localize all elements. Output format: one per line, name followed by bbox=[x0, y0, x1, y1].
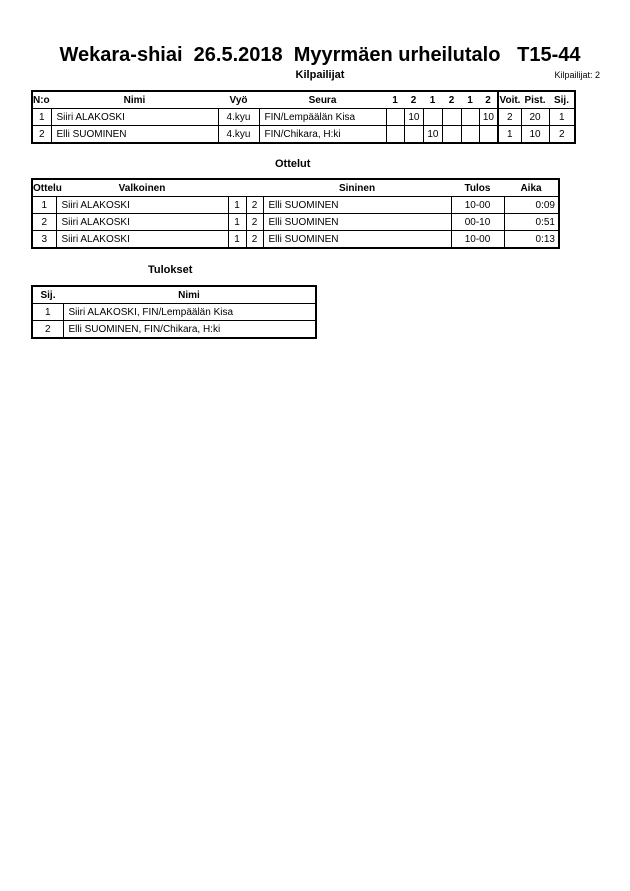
cell bbox=[478, 125, 499, 144]
table-row: 2 Siiri ALAKOSKI 1 2 Elli SUOMINEN 00-10 0:51 bbox=[31, 213, 560, 231]
cell: 10-00 bbox=[450, 196, 505, 214]
col-header: 2 bbox=[442, 91, 461, 109]
cell: FIN/Chikara, H:ki bbox=[258, 125, 387, 144]
col-header: Nimi bbox=[51, 91, 218, 109]
cell: 00-10 bbox=[450, 213, 505, 231]
cell: 2 bbox=[31, 213, 57, 231]
col-header: Pist. bbox=[521, 91, 549, 109]
col-header: 1 bbox=[386, 91, 404, 109]
col-header: Vyö bbox=[218, 91, 259, 109]
cell bbox=[422, 108, 443, 126]
cell: 1 bbox=[227, 213, 247, 231]
cell: 2 bbox=[31, 125, 52, 144]
cell: 10 bbox=[520, 125, 550, 144]
competitor-count: Kilpailijat: 2 bbox=[554, 70, 600, 80]
col-header: Valkoinen bbox=[56, 179, 228, 197]
cell: 1 bbox=[31, 196, 57, 214]
col-header: 2 bbox=[404, 91, 423, 109]
col-header: Sij. bbox=[549, 91, 575, 109]
col-header: Sij. bbox=[32, 286, 63, 304]
col-header: 1 bbox=[461, 91, 479, 109]
cell: 1 bbox=[31, 303, 64, 321]
cell: 1 bbox=[497, 125, 522, 144]
col-header: 1 bbox=[423, 91, 442, 109]
table-row: 2 Elli SUOMINEN 4.kyu FIN/Chikara, H:ki 10 1 1… bbox=[31, 125, 576, 144]
cell: 2 bbox=[497, 108, 522, 126]
cell: 1 bbox=[227, 230, 247, 249]
cell: Siiri ALAKOSKI bbox=[55, 230, 229, 249]
cell: Siiri ALAKOSKI bbox=[55, 213, 229, 231]
cell bbox=[403, 125, 424, 144]
cell: 3 bbox=[31, 230, 57, 249]
cell bbox=[385, 108, 405, 126]
cell: 1 bbox=[548, 108, 576, 126]
matches-table: Ottelu Valkoinen Sininen Tulos Aika 1 Sii… bbox=[31, 178, 560, 249]
cell: 4.kyu bbox=[217, 108, 260, 126]
cell: Elli SUOMINEN, FIN/Chikara, H:ki bbox=[62, 320, 317, 339]
cell: 20 bbox=[520, 108, 550, 126]
cell: 0:13 bbox=[503, 230, 560, 249]
cell: Siiri ALAKOSKI, FIN/Lempäälän Kisa bbox=[62, 303, 317, 321]
cell: 1 bbox=[31, 108, 52, 126]
cell: FIN/Lempäälän Kisa bbox=[258, 108, 387, 126]
cell: 1 bbox=[227, 196, 247, 214]
cell: 10-00 bbox=[450, 230, 505, 249]
cell: Siiri ALAKOSKI bbox=[50, 108, 219, 126]
cell: 2 bbox=[245, 213, 264, 231]
cell: Elli SUOMINEN bbox=[262, 213, 452, 231]
competitors-table: N:o Nimi Vyö Seura 1 2 1 2 1 2 Voit. Pis… bbox=[31, 90, 576, 144]
col-header: Ottelu bbox=[32, 179, 62, 197]
col-header: Seura bbox=[259, 91, 386, 109]
cell: 2 bbox=[245, 196, 264, 214]
col-header: 2 bbox=[479, 91, 498, 109]
table-row: 3 Siiri ALAKOSKI 1 2 Elli SUOMINEN 10-00 0:13 bbox=[31, 230, 560, 249]
cell bbox=[441, 108, 462, 126]
col-header: Nimi bbox=[63, 286, 316, 304]
cell bbox=[441, 125, 462, 144]
cell bbox=[460, 125, 480, 144]
cell: Siiri ALAKOSKI bbox=[55, 196, 229, 214]
cell: 10 bbox=[478, 108, 499, 126]
col-header: Aika bbox=[504, 179, 559, 197]
table-row: 1 Siiri ALAKOSKI 4.kyu FIN/Lempäälän Kisa 10… bbox=[31, 108, 576, 126]
cell: 2 bbox=[548, 125, 576, 144]
cell: 2 bbox=[31, 320, 64, 339]
col-header: Voit. bbox=[497, 91, 521, 109]
competitors-heading: Kilpailijat bbox=[295, 69, 345, 81]
cell: 10 bbox=[422, 125, 443, 144]
results-heading: Tulokset bbox=[148, 264, 193, 276]
col-header: Sininen bbox=[263, 179, 451, 197]
table-row: 2 Elli SUOMINEN, FIN/Chikara, H:ki bbox=[31, 320, 317, 339]
cell: 0:09 bbox=[503, 196, 560, 214]
cell: Elli SUOMINEN bbox=[262, 196, 452, 214]
cell bbox=[460, 108, 480, 126]
table-row: 1 Siiri ALAKOSKI 1 2 Elli SUOMINEN 10-00 0:09 bbox=[31, 196, 560, 214]
cell bbox=[385, 125, 405, 144]
col-header: Tulos bbox=[451, 179, 504, 197]
cell: 0:51 bbox=[503, 213, 560, 231]
page-title: Wekara-shiai 26.5.2018 Myyrmäen urheilut… bbox=[59, 44, 581, 66]
matches-heading: Ottelut bbox=[275, 158, 311, 170]
cell: 2 bbox=[245, 230, 264, 249]
cell: Elli SUOMINEN bbox=[262, 230, 452, 249]
results-table: Sij. Nimi 1 Siiri ALAKOSKI, FIN/Lempäälän… bbox=[31, 285, 317, 339]
cell: 4.kyu bbox=[217, 125, 260, 144]
cell: Elli SUOMINEN bbox=[50, 125, 219, 144]
table-row: 1 Siiri ALAKOSKI, FIN/Lempäälän Kisa bbox=[31, 303, 317, 321]
col-header: N:o bbox=[32, 91, 51, 109]
cell: 10 bbox=[403, 108, 424, 126]
